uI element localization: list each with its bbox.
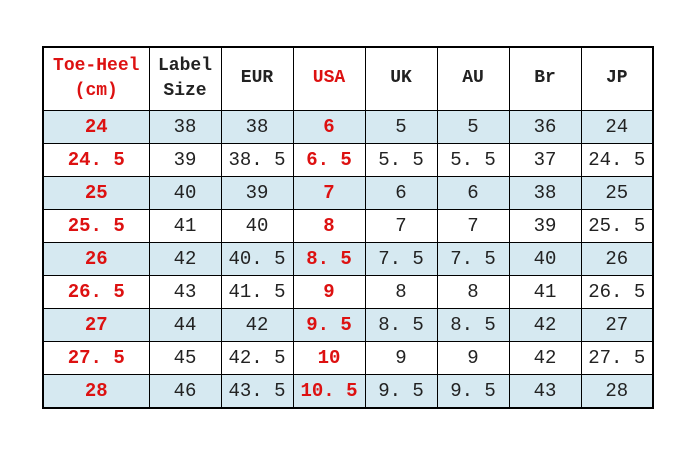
- header-jp: JP: [580, 46, 654, 111]
- table-cell: 41: [148, 209, 222, 243]
- table-cell: 45: [148, 341, 222, 375]
- table-cell: 43: [148, 275, 222, 309]
- table-cell: 24: [580, 110, 654, 144]
- table-cell: 28: [42, 374, 150, 409]
- table-cell: 8: [364, 275, 438, 309]
- table-cell: 42. 5: [220, 341, 294, 375]
- table-cell: 9: [292, 275, 366, 309]
- table-cell: 10. 5: [292, 374, 366, 409]
- table-row: 24 38 38 6 5 5 36 24: [42, 110, 654, 144]
- table-cell: 6: [292, 110, 366, 144]
- header-br: Br: [508, 46, 582, 111]
- table-cell: 8. 5: [292, 242, 366, 276]
- table-row: 25 40 39 7 6 6 38 25: [42, 176, 654, 210]
- table-cell: 5. 5: [364, 143, 438, 177]
- table-cell: 39: [148, 143, 222, 177]
- header-eur: EUR: [220, 46, 294, 111]
- table-cell: 7. 5: [436, 242, 510, 276]
- table-cell: 46: [148, 374, 222, 409]
- table-cell: 7: [364, 209, 438, 243]
- table-cell: 40: [508, 242, 582, 276]
- table-cell: 8. 5: [364, 308, 438, 342]
- header-toe-heel-cm: Toe-Heel (cm): [42, 46, 150, 111]
- table-cell: 40: [148, 176, 222, 210]
- table-cell: 44: [148, 308, 222, 342]
- table-row: 24. 5 39 38. 5 6. 5 5. 5 5. 5 37 24. 5: [42, 143, 654, 177]
- table-cell: 38: [508, 176, 582, 210]
- header-au: AU: [436, 46, 510, 111]
- header-row: Toe-Heel (cm) Label Size EUR USA UK AU B…: [42, 46, 654, 111]
- header-uk: UK: [364, 46, 438, 111]
- table-cell: 24. 5: [42, 143, 150, 177]
- shoe-size-conversion-table: Toe-Heel (cm) Label Size EUR USA UK AU B…: [42, 46, 654, 409]
- table-cell: 26: [580, 242, 654, 276]
- table-cell: 25. 5: [580, 209, 654, 243]
- table-row: 25. 5 41 40 8 7 7 39 25. 5: [42, 209, 654, 243]
- table-cell: 7. 5: [364, 242, 438, 276]
- table-cell: 26: [42, 242, 150, 276]
- header-usa: USA: [292, 46, 366, 111]
- table-cell: 27. 5: [42, 341, 150, 375]
- table-cell: 7: [436, 209, 510, 243]
- table-cell: 37: [508, 143, 582, 177]
- table-cell: 27. 5: [580, 341, 654, 375]
- table-cell: 43: [508, 374, 582, 409]
- table-cell: 5. 5: [436, 143, 510, 177]
- table-cell: 6. 5: [292, 143, 366, 177]
- table-cell: 6: [364, 176, 438, 210]
- table-cell: 9: [364, 341, 438, 375]
- table-cell: 28: [580, 374, 654, 409]
- table-cell: 8: [292, 209, 366, 243]
- table-cell: 26. 5: [580, 275, 654, 309]
- table-row: 28 46 43. 5 10. 5 9. 5 9. 5 43 28: [42, 374, 654, 409]
- table-cell: 41: [508, 275, 582, 309]
- table-cell: 26. 5: [42, 275, 150, 309]
- table-cell: 10: [292, 341, 366, 375]
- table-cell: 5: [436, 110, 510, 144]
- table-cell: 24. 5: [580, 143, 654, 177]
- table-body: 24 38 38 6 5 5 36 24 24. 5 39 38. 5 6. 5 5. 5 5. 5 37 2…: [42, 110, 654, 409]
- table-cell: 5: [364, 110, 438, 144]
- table-cell: 25: [580, 176, 654, 210]
- table-cell: 40. 5: [220, 242, 294, 276]
- table-cell: 42: [508, 341, 582, 375]
- header-label-size: Label Size: [148, 46, 222, 111]
- table-cell: 36: [508, 110, 582, 144]
- table-cell: 6: [436, 176, 510, 210]
- table-row: 26. 5 43 41. 5 9 8 8 41 26. 5: [42, 275, 654, 309]
- table-cell: 40: [220, 209, 294, 243]
- table-cell: 8. 5: [436, 308, 510, 342]
- table-cell: 42: [148, 242, 222, 276]
- table-cell: 42: [508, 308, 582, 342]
- table-cell: 41. 5: [220, 275, 294, 309]
- table-cell: 39: [220, 176, 294, 210]
- table-row: 26 42 40. 5 8. 5 7. 5 7. 5 40 26: [42, 242, 654, 276]
- table-cell: 25: [42, 176, 150, 210]
- table-cell: 24: [42, 110, 150, 144]
- table-cell: 25. 5: [42, 209, 150, 243]
- table-cell: 9. 5: [364, 374, 438, 409]
- table-cell: 7: [292, 176, 366, 210]
- table-cell: 42: [220, 308, 294, 342]
- table-cell: 27: [580, 308, 654, 342]
- table-row: 27 44 42 9. 5 8. 5 8. 5 42 27: [42, 308, 654, 342]
- table-cell: 9: [436, 341, 510, 375]
- table-cell: 43. 5: [220, 374, 294, 409]
- table-cell: 9. 5: [436, 374, 510, 409]
- table-row: 27. 5 45 42. 5 10 9 9 42 27. 5: [42, 341, 654, 375]
- table-cell: 38: [220, 110, 294, 144]
- table-cell: 38: [148, 110, 222, 144]
- table-cell: 39: [508, 209, 582, 243]
- table-cell: 8: [436, 275, 510, 309]
- table-cell: 27: [42, 308, 150, 342]
- table-cell: 9. 5: [292, 308, 366, 342]
- table-cell: 38. 5: [220, 143, 294, 177]
